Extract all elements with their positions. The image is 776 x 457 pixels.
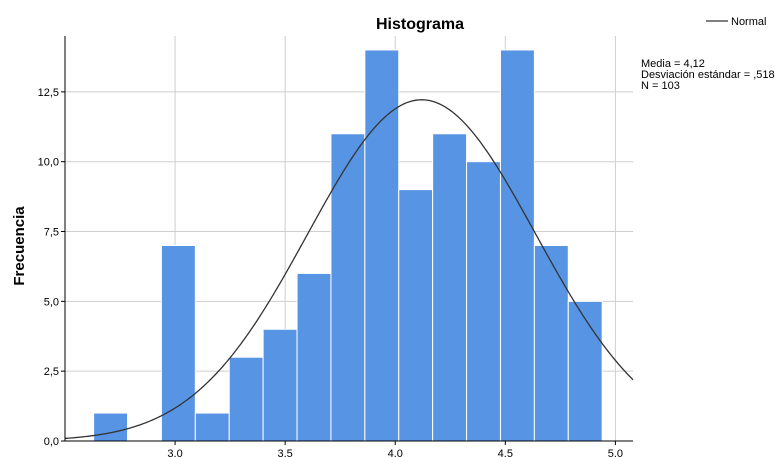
y-tick-label-1: 2,5 [44,366,59,378]
histogram-bar-7 [364,49,400,442]
x-tick-label-4: 5.0 [608,448,623,457]
normal-curve [64,99,634,440]
histogram-bar-4 [262,328,298,442]
axes [64,36,633,442]
y-tick-label-3: 7,5 [44,227,59,239]
y-tick-labels: 0,0 2,5 5,0 7,5 10,0 12,5 [38,87,65,448]
histogram-bar-10 [466,161,501,442]
legend-label-normal: Normal [731,16,766,28]
chart-title: Histograma [376,16,464,33]
x-tick-label-1: 3.5 [278,448,293,457]
stats-n: N = 103 [641,80,680,92]
y-axis-label: Frecuencia [11,206,28,286]
histogram-bar-13 [567,300,603,442]
histogram-bar-5 [296,272,332,442]
x-tick-labels: 3.0 3.5 4.0 4.5 5.0 [167,441,623,457]
legend: Normal [706,16,766,28]
x-tick-label-0: 3.0 [167,448,182,457]
histogram-bar-1 [160,244,196,442]
histogram-bars [93,49,603,442]
y-tick-label-2: 5,0 [44,296,59,308]
histogram-bar-9 [432,133,468,442]
histogram-bar-6 [330,133,366,442]
stats-box: Media = 4,12 Desviación estándar = ,518 … [641,58,775,92]
x-tick-label-2: 4.0 [388,448,403,457]
stats-sd: Desviación estándar = ,518 [641,69,775,81]
y-tick-label-4: 10,0 [38,157,59,169]
histogram-bar-0 [93,412,129,442]
histogram-bar-12 [533,244,569,442]
histogram-bar-11 [499,49,535,442]
histogram-bar-3 [228,356,264,442]
x-tick-label-3: 4.5 [498,448,513,457]
y-tick-label-5: 12,5 [38,87,59,99]
histogram-bar-8 [398,189,434,442]
histogram-bar-2 [194,412,230,442]
y-tick-label-0: 0,0 [44,436,59,448]
stats-mean: Media = 4,12 [641,58,705,70]
